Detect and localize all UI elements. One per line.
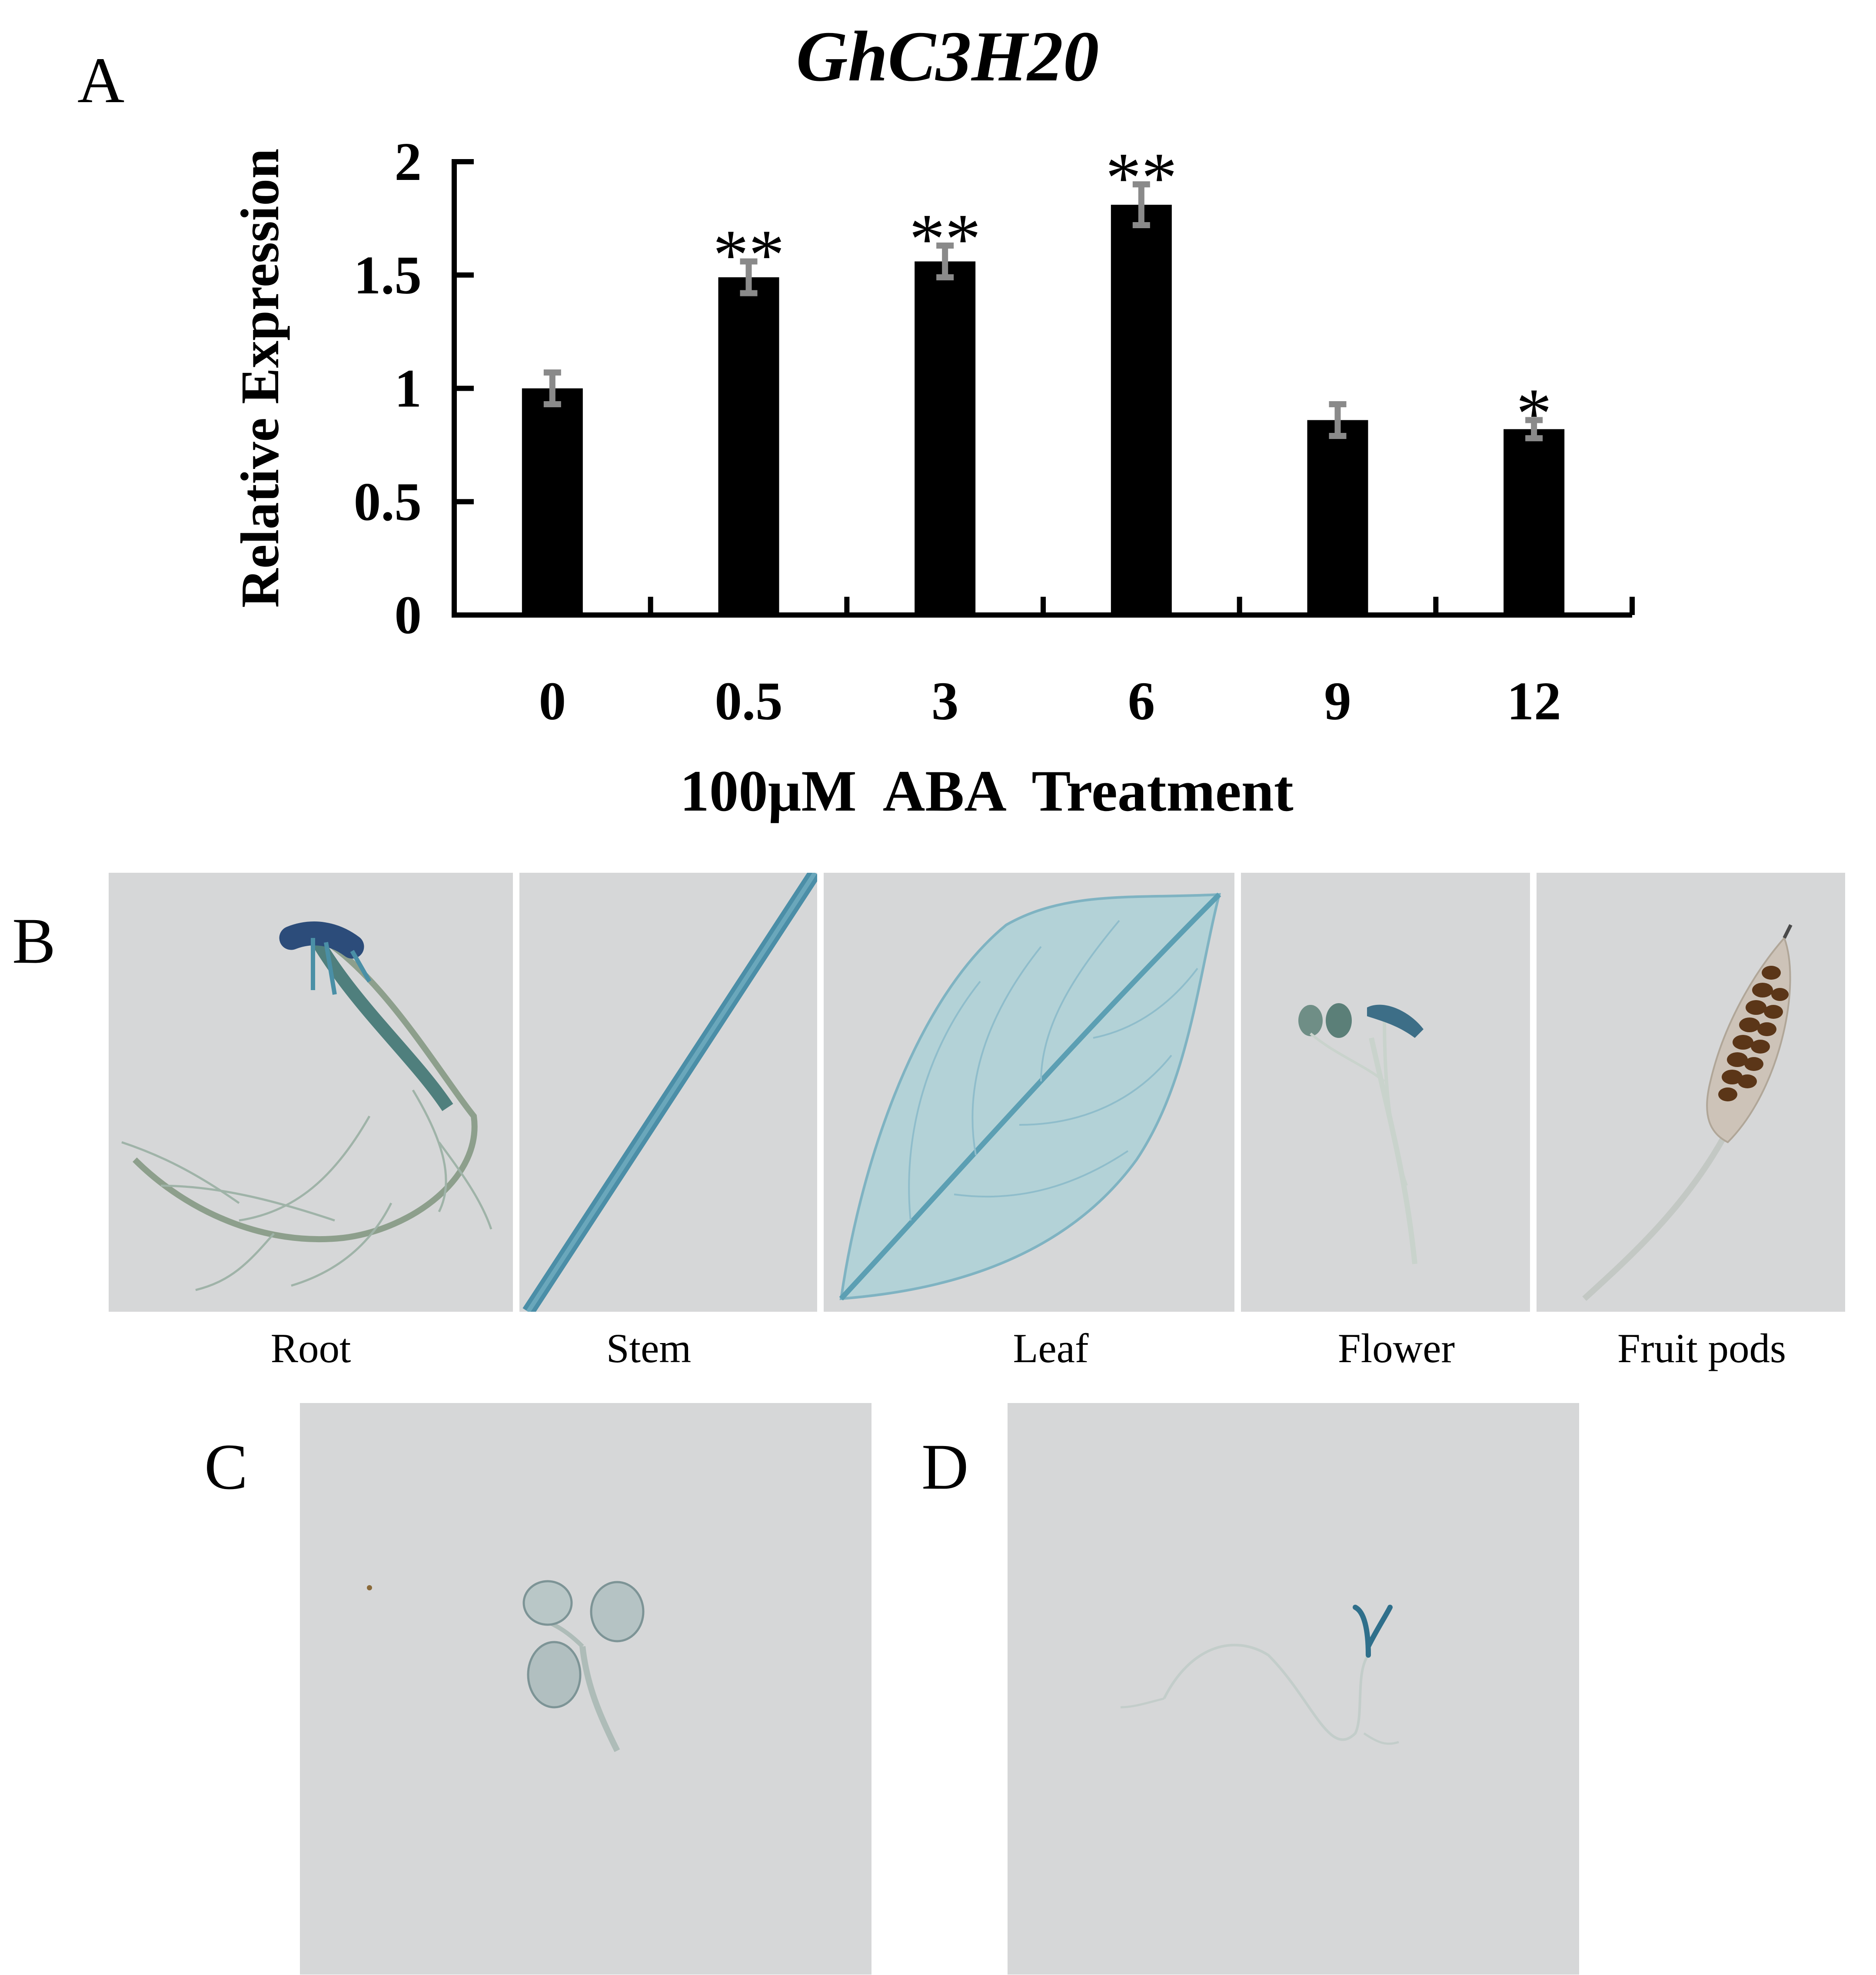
bar — [1307, 420, 1368, 615]
stem-photo — [519, 873, 817, 1312]
bar — [718, 277, 779, 615]
x-axis-label: 100μM ABA Treatment — [680, 759, 1293, 824]
root-photo — [109, 873, 513, 1312]
bar — [1503, 429, 1565, 615]
chart-axes: 0 0.5 1 1.5 2 — [354, 132, 1635, 645]
flower-stain-drawing — [1298, 1003, 1424, 1264]
error-bar — [1329, 401, 1347, 439]
y-tick-label: 0.5 — [354, 472, 422, 532]
stem-label: Stem — [606, 1325, 692, 1371]
y-tick-label: 1 — [395, 359, 422, 419]
chart-title: GhC3H20 — [796, 17, 1099, 96]
bar — [522, 388, 583, 615]
seedling-d-photo — [1008, 1403, 1579, 1975]
error-bar — [936, 242, 954, 280]
fruit-pods-photo — [1537, 873, 1845, 1312]
root-stain-drawing — [121, 921, 492, 1291]
leaf-label: Leaf — [1013, 1325, 1089, 1371]
seedling-c-photo — [300, 1403, 871, 1975]
x-tick-label: 3 — [931, 672, 959, 731]
x-tick-label: 9 — [1324, 672, 1351, 731]
y-tick-label: 0 — [395, 585, 422, 645]
error-bar — [543, 369, 561, 408]
flower-label: Flower — [1337, 1325, 1455, 1371]
fruit-pods-stain-drawing — [1582, 924, 1793, 1301]
expression-bar-chart: GhC3H20 Relative Expression 100μM ABA Tr… — [230, 17, 1635, 824]
error-bar — [740, 258, 758, 296]
error-bar — [1525, 417, 1543, 442]
x-tick-label: 12 — [1507, 672, 1561, 731]
bar — [1111, 205, 1172, 615]
flower-photo — [1241, 873, 1530, 1312]
seedling-c-drawing — [367, 1580, 645, 1752]
panel-letter-c: C — [204, 1431, 248, 1503]
panel-letter-b: B — [12, 905, 56, 977]
seedling-d-drawing — [1120, 1605, 1399, 1745]
fruit-pods-label: Fruit pods — [1617, 1325, 1786, 1371]
panel-letter-d: D — [921, 1431, 969, 1503]
y-tick-label: 2 — [395, 132, 422, 192]
panel-letter-a: A — [77, 44, 125, 116]
leaf-stain-drawing — [839, 892, 1221, 1301]
significance-label: ** — [909, 199, 981, 279]
y-tick-label: 1.5 — [354, 246, 422, 306]
x-tick-label: 0 — [539, 672, 566, 731]
chart-bars: 0 ** 0.5 ** 3 ** 6 9 * 12 — [522, 138, 1565, 731]
root-label: Root — [270, 1325, 351, 1371]
x-tick-label: 0.5 — [715, 672, 782, 731]
stem-stain-drawing — [522, 873, 817, 1312]
leaf-photo — [824, 873, 1234, 1312]
x-tick-label: 6 — [1128, 672, 1155, 731]
significance-label: ** — [1105, 138, 1177, 217]
significance-label: * — [1516, 374, 1552, 453]
y-axis-label: Relative Expression — [230, 149, 290, 608]
error-bar — [1132, 181, 1150, 229]
significance-label: ** — [713, 215, 785, 294]
bar — [915, 261, 976, 615]
